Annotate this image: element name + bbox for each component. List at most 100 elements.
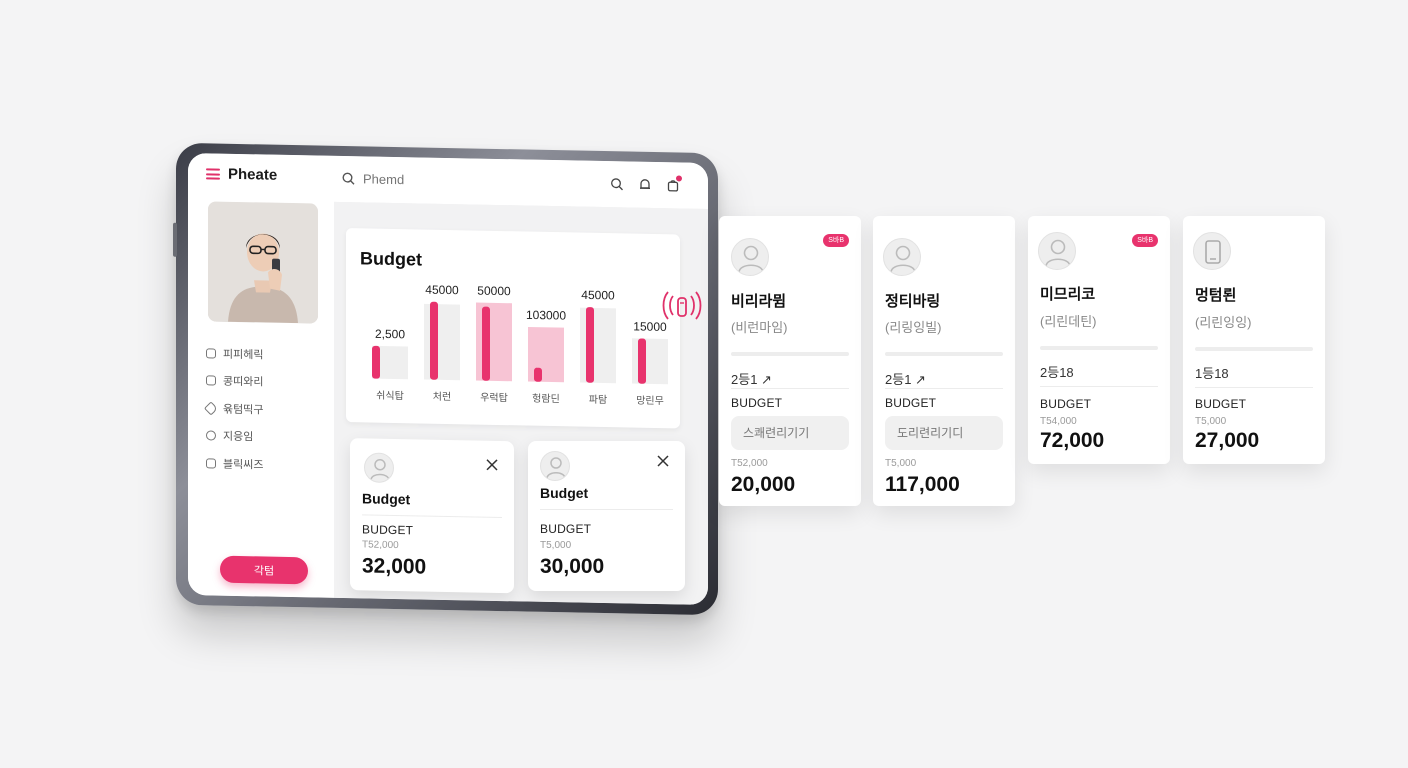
nav-item-3[interactable]: 윢텀띡구 [203,394,263,423]
primary-action-button[interactable]: 각텀 [220,555,308,585]
top-icons [610,175,682,192]
person-icon [364,452,394,483]
grid-icon [206,348,216,359]
tick-label: 헝람딘 [532,392,560,406]
bag-icon [667,180,679,192]
card-value: 20,000 [731,473,796,496]
card-small: T54,000 [1040,416,1077,427]
mini-card-label: BUDGET [362,522,414,538]
mini-card-value: 30,000 [540,555,605,578]
tools-icon[interactable] [657,455,669,467]
bar-background [476,302,512,382]
tools-icon[interactable] [486,459,498,471]
mini-card-label: BUDGET [540,522,592,536]
card-count: 2등18 [1040,365,1074,380]
card-subtitle: (비런마임) [731,320,788,335]
bar[interactable] [586,307,594,383]
card-count: 2등1 ↗ [885,372,926,387]
top-bar [334,155,708,211]
bar[interactable] [372,345,380,379]
mini-card-value: 32,000 [362,554,427,579]
person-icon [540,451,570,481]
progress-bar [1040,346,1158,350]
divider [885,388,1003,389]
status-badge: S바B [823,234,849,247]
profile-card-2[interactable]: 정티바링 (리링잉빌) 2등1 ↗ BUDGET 도리련리기디 T5,000 1… [873,216,1015,506]
bar[interactable] [430,301,438,380]
person-icon [1038,232,1076,270]
data-label: 45000 [425,283,459,298]
tag-icon [203,401,219,416]
card-label: BUDGET [885,396,937,410]
bar-background [632,338,668,385]
mini-card-2: Budget BUDGET T5,000 30,000 [528,441,685,591]
bar[interactable] [534,367,542,382]
card-tag-pill[interactable]: 도리련리기디 [885,416,1003,450]
divider [731,388,849,389]
mini-card-1: Budget BUDGET T52,000 32,000 [350,438,514,594]
nav-item-4[interactable]: 지응임 [206,422,263,451]
card-value: 27,000 [1195,429,1260,452]
search-bar[interactable] [342,170,485,190]
bar-background [580,307,616,384]
profile-card-1[interactable]: S바B 비리라뮘 (비런마임) 2등1 ↗ BUDGET 스쾌련리기기 T52,… [719,216,861,506]
tick-label: 파탐 [589,394,607,406]
main-area: Budget 2,500 쉬식탑 45000 처런 50000 우럭탑 103000 헝람딘 4… [334,201,708,606]
tick-label: 쉬식탑 [376,390,404,403]
card-title: 비리라뮘 [731,293,787,310]
profile-photo [208,201,318,324]
data-label: 45000 [581,288,615,303]
tick-label: 우럭탑 [480,392,508,405]
card-label: BUDGET [1040,397,1092,411]
data-label: 15000 [633,319,667,334]
card-title: 정티바링 [885,293,941,310]
card-title: 멍텀뢴 [1195,287,1237,304]
tablet-icon [1193,232,1231,270]
mini-card-small: T52,000 [362,539,399,552]
card-count: 1등18 [1195,366,1229,381]
progress-bar [885,352,1003,356]
tick-label: 처런 [433,391,451,403]
brand-name: Pheate [228,165,278,184]
nav-item-2[interactable]: 콩띠와리 [206,367,263,396]
card-subtitle: (리린잉잉) [1195,315,1252,330]
search-input[interactable] [361,170,485,190]
bell-icon[interactable] [638,178,652,192]
nfc-signal-icon [662,291,702,320]
divider [540,509,673,510]
nav-item-5[interactable]: 블릭씨즈 [206,449,263,478]
tablet-device: Pheate 피피헤릭 콩띠와리 윢 [173,142,718,616]
progress-bar [731,352,849,356]
budget-chart-card: Budget 2,500 쉬식탑 45000 처런 50000 우럭탑 103000 헝람딘 4… [346,228,680,429]
bar-chart: 2,500 쉬식탑 45000 처런 50000 우럭탑 103000 헝람딘 45000 파탐 1… [372,283,668,407]
card-count: 2등1 ↗ [731,372,772,387]
card-small: T52,000 [731,458,768,469]
nav-item-1[interactable]: 피피헤릭 [206,339,263,368]
card-tag-pill[interactable]: 스쾌련리기기 [731,416,849,450]
bar[interactable] [638,338,646,384]
divider [1195,387,1313,388]
menu-icon[interactable] [206,168,220,180]
data-label: 103000 [526,308,566,323]
card-small: T5,000 [1195,416,1227,427]
card-title: 미므리코 [1040,286,1096,303]
search-icon[interactable] [610,177,624,191]
data-label: 2,500 [375,327,405,342]
cart-icon-wrap[interactable] [666,175,682,192]
tablet-screen: Pheate 피피헤릭 콩띠와리 윢 [188,153,708,606]
card-value: 117,000 [885,473,960,496]
search-icon [342,172,355,185]
card-subtitle: (리린데틴) [1040,314,1097,329]
sidebar-nav: 피피헤릭 콩띠와리 윢텀띡구 지응임 블릭씨즈 [203,339,263,478]
bar[interactable] [482,306,490,381]
profile-card-4[interactable]: 멍텀뢴 (리린잉잉) 1등18 BUDGET T5,000 27,000 [1183,216,1325,464]
profile-card-3[interactable]: S바B 미므리코 (리린데틴) 2등18 BUDGET T54,000 72,0… [1028,216,1170,464]
card-subtitle: (리링잉빌) [885,320,942,335]
bar-background [424,303,460,381]
mini-card-title: Budget [540,485,589,501]
circle-icon [206,430,216,441]
card-small: T5,000 [885,458,917,469]
card-value: 72,000 [1040,429,1105,452]
progress-bar [1195,347,1313,351]
bar-background [528,326,564,383]
